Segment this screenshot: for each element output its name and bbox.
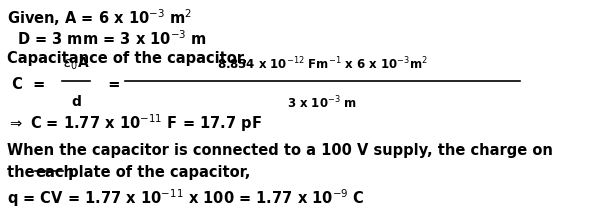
Text: D = 3 mm = 3 x 10$^{-3}$ m: D = 3 mm = 3 x 10$^{-3}$ m [17, 29, 207, 48]
Text: each: each [35, 165, 75, 180]
Text: plate of the capacitor,: plate of the capacitor, [63, 165, 251, 180]
Text: Capacitance of the capacitor,: Capacitance of the capacitor, [7, 51, 247, 66]
Text: Given, A = 6 x 10$^{-3}$ m$^{2}$: Given, A = 6 x 10$^{-3}$ m$^{2}$ [7, 7, 192, 28]
Text: d: d [71, 95, 81, 109]
Text: $\Rightarrow$ C = 1.77 x 10$^{-11}$ F = 17.7 pF: $\Rightarrow$ C = 1.77 x 10$^{-11}$ F = … [7, 112, 262, 134]
Text: $\varepsilon_{0}$A: $\varepsilon_{0}$A [63, 55, 89, 72]
Text: the: the [7, 165, 39, 180]
Text: q = CV = 1.77 x 10$^{-11}$ x 100 = 1.77 x 10$^{-9}$ C: q = CV = 1.77 x 10$^{-11}$ x 100 = 1.77 … [7, 187, 364, 209]
Text: 8.854 x 10$^{-12}$ Fm$^{-1}$ x 6 x 10$^{-3}$m$^{2}$: 8.854 x 10$^{-12}$ Fm$^{-1}$ x 6 x 10$^{… [217, 55, 428, 72]
Text: 3 x 10$^{-3}$ m: 3 x 10$^{-3}$ m [287, 95, 358, 111]
Text: When the capacitor is connected to a 100 V supply, the charge on: When the capacitor is connected to a 100… [7, 143, 552, 158]
Text: =: = [98, 77, 131, 92]
Text: C  =: C = [7, 77, 50, 92]
